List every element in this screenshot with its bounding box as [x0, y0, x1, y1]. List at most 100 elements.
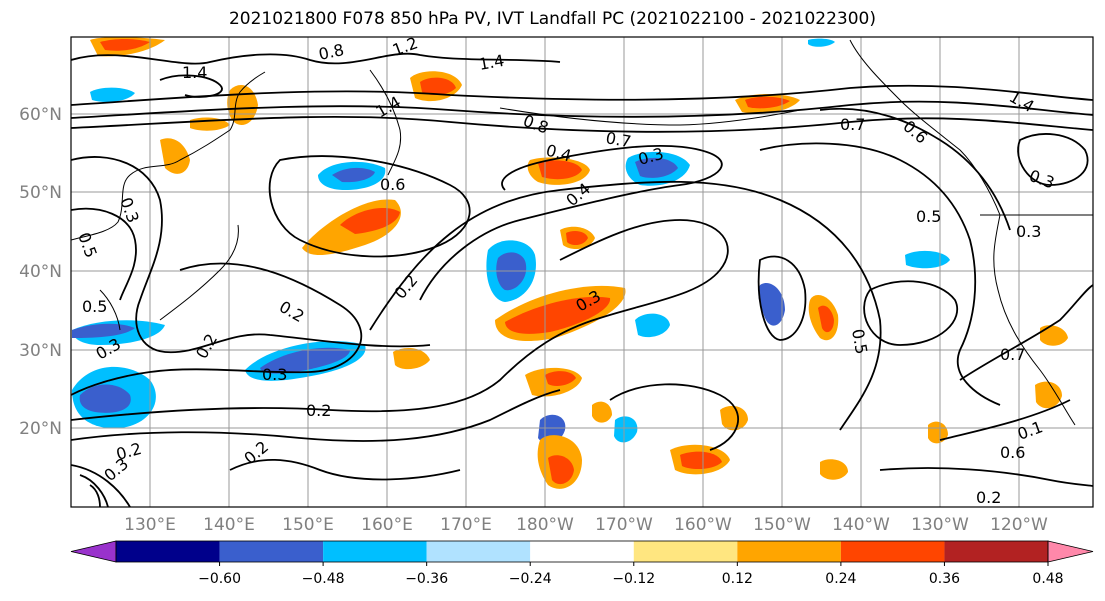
coastline-na-west — [993, 214, 1076, 426]
pv-negative-patch — [635, 313, 670, 338]
lon-label: 170°W — [595, 515, 653, 535]
pv-contour-line — [71, 100, 1093, 119]
pv-contour-line — [1017, 133, 1089, 186]
coastline-kamchatka — [369, 69, 402, 176]
colorbar-segment — [426, 541, 531, 562]
pv-positive-patch — [820, 459, 848, 480]
longitude-labels: 130°E 140°E 150°E 160°E 170°E 180°W 170°… — [124, 515, 1048, 535]
pv-positive-patch — [420, 77, 456, 96]
pv-contour-line — [71, 115, 1093, 133]
contour-label: 0.5 — [82, 297, 107, 316]
pv-positive-patch — [928, 421, 948, 444]
pv-positive-patch — [592, 401, 612, 423]
coastline-asia — [71, 71, 266, 241]
pv-positive-patch — [680, 451, 722, 470]
pv-contour-line — [79, 474, 109, 507]
pv-negative-patch — [79, 384, 131, 413]
colorbar-outline — [115, 540, 1049, 563]
lon-label: 150°W — [753, 515, 811, 535]
contour-label: 1.4 — [477, 51, 505, 74]
pv-negative-patch — [905, 250, 950, 269]
colorbar-tick-label: 0.48 — [1032, 571, 1063, 587]
lon-label: 170°E — [440, 515, 492, 535]
colorbar-tick-label: −0.60 — [198, 571, 241, 587]
pv-contour-line — [863, 280, 958, 346]
contour-label: 0.8 — [317, 40, 346, 64]
colorbar: −0.60 −0.48 −0.36 −0.24 −0.12 0.12 0.24 0.36 0.4… — [70, 540, 1094, 587]
pv-contour-line — [369, 180, 882, 431]
contour-label: 0.5 — [916, 207, 941, 226]
pv-contour-line — [757, 255, 807, 341]
figure-title: 2021021800 F078 850 hPa PV, IVT Landfall… — [228, 9, 876, 29]
pv-contour-line — [939, 399, 1071, 441]
pv-positive-patch — [566, 230, 588, 246]
lat-label: 30°N — [19, 341, 62, 361]
coastlines — [71, 39, 1093, 426]
colorbar-segment — [530, 541, 634, 562]
contour-label: 0.3 — [1016, 222, 1041, 241]
pv-contour-line — [959, 284, 1093, 381]
pv-contour-line — [268, 155, 471, 258]
pv-anomaly-fills — [72, 37, 1068, 489]
colorbar-segment — [323, 541, 427, 562]
lat-label: 50°N — [19, 183, 62, 203]
pv-contour-line — [71, 219, 729, 421]
coastline-alaska — [849, 39, 1001, 216]
pv-contour-line — [609, 383, 739, 451]
pv-contour-line — [71, 207, 137, 301]
pv-contour-line — [71, 389, 561, 442]
pv-contour-line — [229, 458, 461, 481]
lon-label: 130°W — [911, 515, 969, 535]
pv-contour-line — [879, 467, 1093, 487]
pv-negative-patch — [90, 87, 135, 102]
pv-negative-patch — [614, 416, 638, 443]
contour-label: 0.3 — [262, 365, 287, 384]
map-frame — [70, 36, 1094, 508]
latitude-labels: 60°N 50°N 40°N 30°N 20°N — [19, 105, 62, 439]
colorbar-tick-label: −0.48 — [302, 571, 345, 587]
colorbar-extend-high — [1047, 540, 1094, 563]
lat-label: 40°N — [19, 262, 62, 282]
colorbar-segment — [219, 541, 324, 562]
lon-label: 140°W — [832, 515, 890, 535]
colorbar-tick-label: 0.12 — [722, 571, 753, 587]
colorbar-tick-label: −0.24 — [509, 571, 552, 587]
pv-contour-line — [71, 262, 363, 396]
pv-positive-patch — [548, 455, 574, 485]
colorbar-tick-label: 0.36 — [929, 571, 960, 587]
pv-positive-patch — [340, 208, 400, 234]
pv-positive-patch — [818, 305, 834, 333]
pv-positive-patch — [720, 405, 748, 431]
pv-contour-line — [71, 156, 431, 354]
pv-contours — [71, 52, 1093, 507]
colorbar-segment — [737, 541, 841, 562]
colorbar-segment — [840, 541, 945, 562]
pv-negative-patch — [635, 157, 678, 178]
lon-label: 160°E — [361, 515, 413, 535]
contour-label: 0.7 — [604, 128, 632, 151]
coastline-japan — [159, 224, 239, 321]
contour-label: 0.6 — [1000, 443, 1025, 462]
pv-positive-patch — [538, 160, 582, 180]
pv-contour-line — [71, 52, 561, 65]
pv-contour-line — [419, 144, 723, 301]
contour-label: 0.7 — [1000, 345, 1025, 364]
colorbar-tick-label: 0.24 — [825, 571, 856, 587]
colorbar-segments — [70, 540, 1094, 563]
colorbar-extend-low — [70, 540, 117, 563]
pv-positive-patch — [393, 348, 430, 370]
pv-contour-line — [71, 84, 1093, 106]
pv-negative-patch — [808, 38, 835, 47]
colorbar-tick-label: −0.36 — [405, 571, 448, 587]
pv-contour-line — [819, 107, 1011, 231]
pv-positive-patch — [100, 39, 150, 51]
pv-contour-line — [71, 464, 131, 507]
lon-label: 120°W — [990, 515, 1048, 535]
pv-contour-line — [159, 74, 223, 98]
lat-label: 60°N — [19, 105, 62, 125]
contour-label: 0.6 — [380, 175, 405, 194]
colorbar-segment — [944, 541, 1048, 562]
lon-label: 150°E — [282, 515, 334, 535]
colorbar-ticks: −0.60 −0.48 −0.36 −0.24 −0.12 0.12 0.24 0.36 0.4… — [198, 562, 1064, 587]
